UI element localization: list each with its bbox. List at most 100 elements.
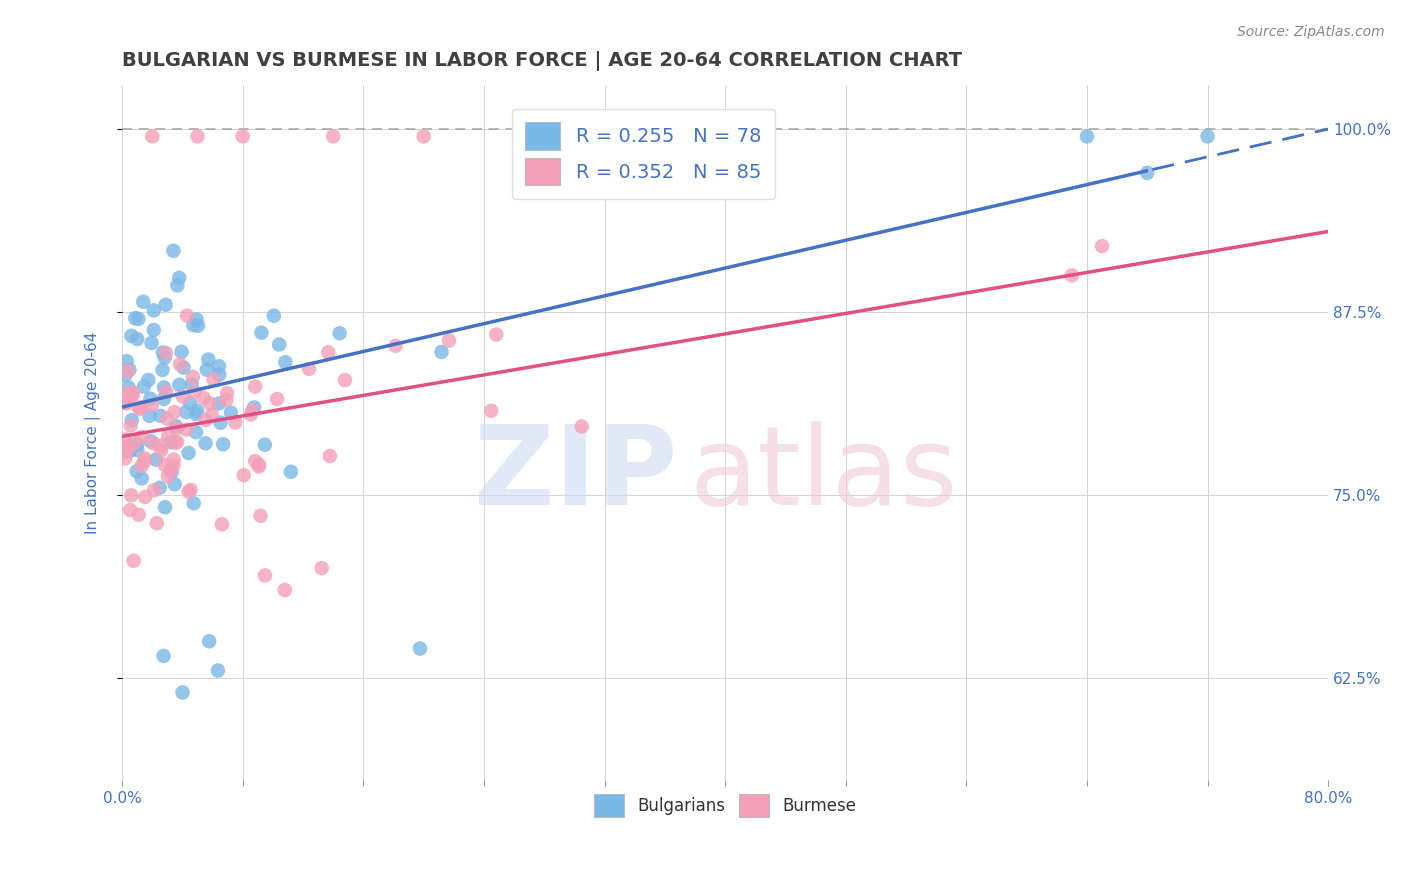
Text: Source: ZipAtlas.com: Source: ZipAtlas.com bbox=[1237, 25, 1385, 39]
Point bbox=[162, 458, 184, 473]
Point bbox=[250, 326, 273, 340]
Point bbox=[153, 500, 176, 515]
Point bbox=[172, 389, 194, 403]
Point bbox=[143, 483, 166, 498]
Point bbox=[183, 496, 205, 510]
Point bbox=[177, 446, 200, 460]
Point bbox=[274, 582, 297, 597]
Point bbox=[152, 648, 174, 663]
Point bbox=[118, 444, 141, 458]
Point bbox=[243, 379, 266, 393]
Point bbox=[201, 408, 224, 422]
Point bbox=[333, 373, 356, 387]
Point bbox=[1197, 129, 1219, 144]
Point bbox=[155, 298, 177, 312]
Point bbox=[114, 433, 136, 447]
Text: BULGARIAN VS BURMESE IN LABOR FORCE | AGE 20-64 CORRELATION CHART: BULGARIAN VS BURMESE IN LABOR FORCE | AG… bbox=[122, 51, 962, 70]
Point bbox=[163, 477, 186, 491]
Point bbox=[269, 337, 291, 351]
Point bbox=[118, 362, 141, 376]
Point bbox=[125, 464, 148, 478]
Point bbox=[253, 438, 276, 452]
Point bbox=[138, 409, 160, 423]
Point bbox=[121, 413, 143, 427]
Point bbox=[142, 323, 165, 337]
Point bbox=[129, 430, 152, 444]
Point bbox=[120, 503, 142, 517]
Point bbox=[329, 326, 352, 341]
Point bbox=[118, 440, 141, 454]
Point bbox=[134, 454, 156, 468]
Point bbox=[120, 390, 142, 404]
Point bbox=[384, 339, 406, 353]
Point bbox=[114, 368, 136, 383]
Point bbox=[1136, 166, 1159, 180]
Point bbox=[160, 435, 183, 450]
Point bbox=[184, 425, 207, 439]
Point bbox=[127, 442, 149, 457]
Point bbox=[207, 664, 229, 678]
Point bbox=[163, 405, 186, 419]
Point bbox=[138, 373, 160, 387]
Point bbox=[120, 418, 142, 433]
Point bbox=[253, 568, 276, 582]
Point bbox=[170, 344, 193, 359]
Point bbox=[120, 488, 142, 502]
Point bbox=[118, 381, 141, 395]
Point bbox=[132, 379, 155, 393]
Point bbox=[212, 437, 235, 451]
Point bbox=[208, 396, 231, 410]
Point bbox=[198, 396, 221, 410]
Point bbox=[249, 508, 271, 523]
Point bbox=[247, 458, 270, 472]
Point bbox=[149, 481, 172, 495]
Point bbox=[166, 435, 188, 450]
Point bbox=[159, 463, 181, 477]
Text: atlas: atlas bbox=[689, 421, 957, 528]
Point bbox=[247, 459, 270, 474]
Point bbox=[117, 364, 139, 378]
Point bbox=[181, 369, 204, 384]
Point bbox=[239, 408, 262, 422]
Point bbox=[134, 451, 156, 466]
Point bbox=[412, 129, 434, 144]
Point bbox=[186, 404, 208, 418]
Point bbox=[153, 351, 176, 365]
Point bbox=[156, 411, 179, 425]
Point bbox=[153, 392, 176, 406]
Point bbox=[219, 406, 242, 420]
Point bbox=[243, 401, 266, 415]
Y-axis label: In Labor Force | Age 20-64: In Labor Force | Age 20-64 bbox=[86, 332, 101, 534]
Point bbox=[571, 419, 593, 434]
Point bbox=[263, 309, 285, 323]
Point bbox=[152, 363, 174, 377]
Point bbox=[131, 458, 153, 473]
Point bbox=[166, 278, 188, 293]
Point bbox=[274, 355, 297, 369]
Point bbox=[311, 561, 333, 575]
Point bbox=[156, 469, 179, 483]
Point bbox=[162, 244, 184, 258]
Point bbox=[157, 429, 180, 443]
Point bbox=[124, 311, 146, 326]
Point bbox=[131, 471, 153, 485]
Point bbox=[141, 129, 163, 144]
Point bbox=[127, 311, 149, 326]
Point bbox=[122, 554, 145, 568]
Point bbox=[193, 391, 215, 405]
Point bbox=[198, 634, 221, 648]
Point bbox=[169, 377, 191, 392]
Point bbox=[186, 312, 208, 326]
Text: ZIP: ZIP bbox=[474, 421, 676, 528]
Point bbox=[215, 392, 238, 407]
Point bbox=[114, 440, 136, 454]
Point bbox=[166, 422, 188, 436]
Point bbox=[115, 396, 138, 410]
Point bbox=[114, 386, 136, 401]
Point bbox=[115, 396, 138, 410]
Point bbox=[186, 129, 208, 144]
Point bbox=[139, 392, 162, 406]
Point bbox=[128, 401, 150, 416]
Point bbox=[232, 129, 254, 144]
Point bbox=[142, 436, 165, 450]
